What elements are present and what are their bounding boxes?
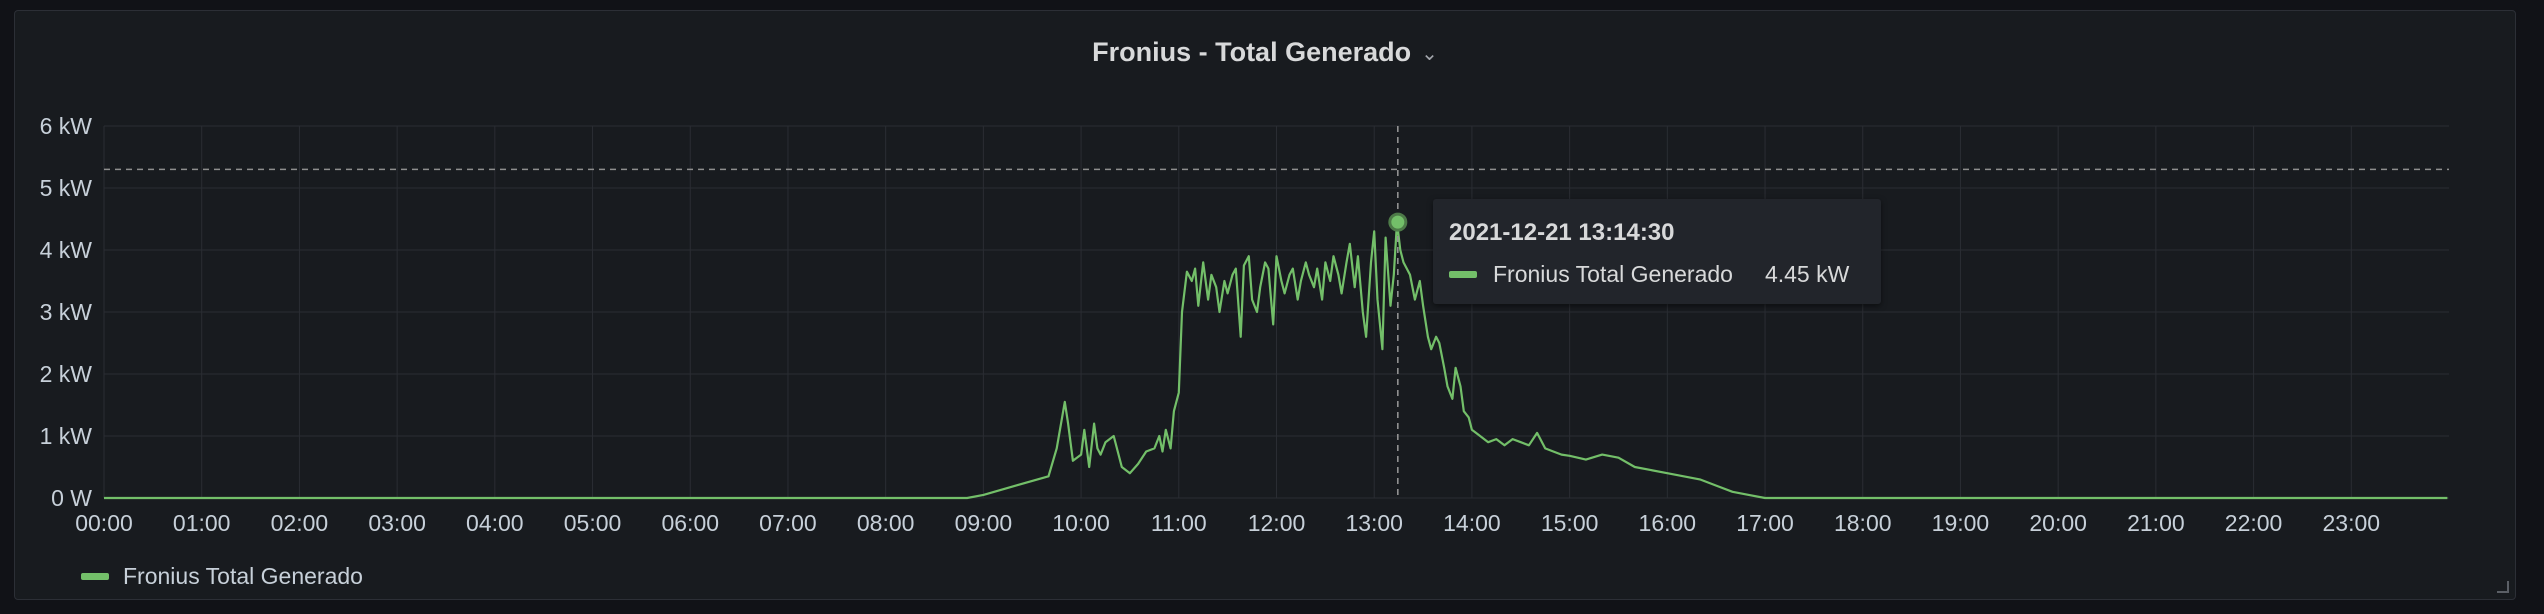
y-tick-label: 5 kW (40, 175, 93, 201)
x-tick-label: 19:00 (1932, 510, 1990, 536)
hover-point (1388, 212, 1408, 232)
panel-header[interactable]: Fronius - Total Generado ⌄ (15, 37, 2515, 68)
chart-panel: Fronius - Total Generado ⌄ 0 W 1 kW 2 kW 3 k… (14, 10, 2516, 600)
resize-handle-icon[interactable] (2497, 581, 2509, 593)
legend-swatch (81, 573, 109, 580)
legend-item-label[interactable]: Fronius Total Generado (123, 563, 363, 589)
x-tick-label: 17:00 (1736, 510, 1794, 536)
legend[interactable]: Fronius Total Generado (81, 563, 363, 590)
x-tick-label: 15:00 (1541, 510, 1599, 536)
tooltip-value: 4.45 kW (1764, 261, 1850, 287)
x-tick-label: 23:00 (2323, 510, 2381, 536)
x-tick-label: 12:00 (1248, 510, 1306, 536)
tooltip-series-name: Fronius Total Generado (1493, 261, 1733, 287)
y-tick-label: 6 kW (40, 113, 93, 139)
tooltip: 2021-12-21 13:14:30 Fronius Total Genera… (1433, 199, 1881, 304)
x-tick-label: 00:00 (75, 510, 133, 536)
x-tick-label: 07:00 (759, 510, 817, 536)
x-tick-label: 18:00 (1834, 510, 1892, 536)
y-tick-label: 1 kW (40, 423, 93, 449)
chevron-down-icon[interactable]: ⌄ (1421, 43, 1438, 66)
x-tick-label: 04:00 (466, 510, 524, 536)
x-tick-label: 14:00 (1443, 510, 1501, 536)
x-tick-label: 03:00 (368, 510, 426, 536)
y-tick-label: 0 W (51, 485, 92, 511)
x-tick-label: 21:00 (2127, 510, 2185, 536)
tooltip-series-swatch (1449, 271, 1477, 278)
x-tick-label: 11:00 (1151, 510, 1207, 536)
x-tick-label: 20:00 (2029, 510, 2087, 536)
x-tick-label: 09:00 (955, 510, 1013, 536)
line-chart[interactable]: 0 W 1 kW 2 kW 3 kW 4 kW 5 kW 6 kW 00:00 01:00 02:… (15, 11, 2517, 601)
x-tick-label: 08:00 (857, 510, 915, 536)
tooltip-time: 2021-12-21 13:14:30 (1449, 219, 1675, 246)
y-tick-label: 4 kW (40, 237, 93, 263)
y-tick-label: 3 kW (40, 299, 93, 325)
x-tick-label: 02:00 (271, 510, 329, 536)
x-tick-label: 01:00 (173, 510, 231, 536)
x-tick-label: 22:00 (2225, 510, 2283, 536)
x-tick-label: 16:00 (1639, 510, 1697, 536)
y-tick-label: 2 kW (40, 361, 93, 387)
x-tick-label: 13:00 (1345, 510, 1403, 536)
x-tick-label: 10:00 (1052, 510, 1110, 536)
panel-title[interactable]: Fronius - Total Generado (1092, 37, 1412, 67)
x-tick-label: 06:00 (661, 510, 719, 536)
x-tick-label: 05:00 (564, 510, 622, 536)
series-line-fronius-total-generado (104, 221, 2448, 500)
